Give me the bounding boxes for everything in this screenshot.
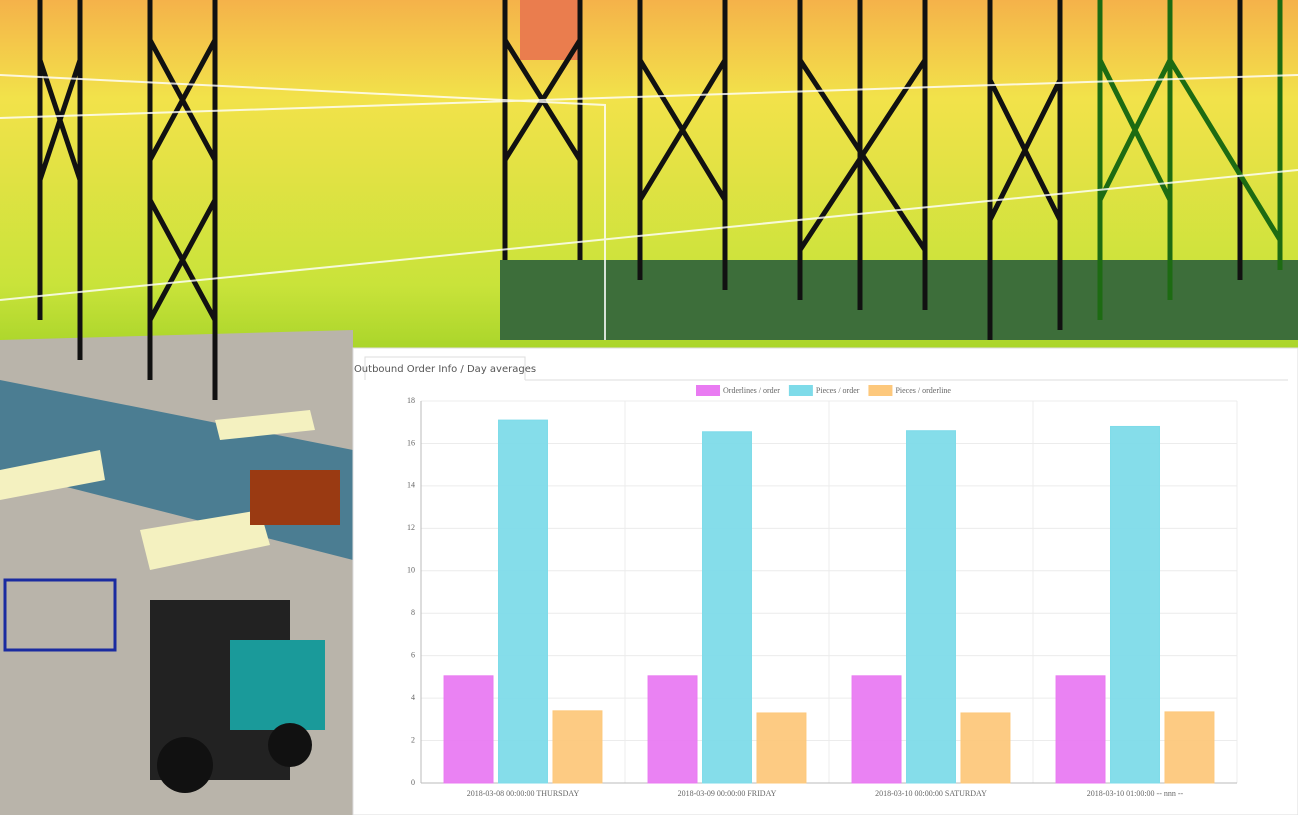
tab[interactable]	[364, 356, 526, 380]
bar	[960, 712, 1011, 784]
x-tick-label: 2018-03-10 01:00:00 -- nnn --	[1087, 789, 1184, 798]
y-tick-label: 12	[407, 523, 415, 532]
y-tick-label: 16	[407, 438, 415, 447]
bar	[851, 675, 902, 784]
legend-label: Orderlines / order	[723, 386, 780, 395]
y-tick-label: 18	[407, 396, 415, 405]
legend-label: Pieces / orderline	[895, 386, 951, 395]
legend-swatch	[868, 385, 893, 396]
bar	[1055, 675, 1106, 784]
bar	[756, 712, 807, 784]
bar	[1164, 711, 1215, 784]
bar	[647, 675, 698, 784]
tab-label[interactable]: Outbound Order Info / Day averages	[354, 364, 536, 375]
bar	[702, 431, 752, 784]
legend-swatch	[696, 385, 721, 396]
y-tick-label: 10	[407, 566, 415, 575]
chart: 0 2 4 6 8 10 12 14 16 18 2018-03-08 00:00:00 THURS…	[407, 385, 1238, 798]
bar	[906, 430, 956, 784]
legend-swatch	[788, 385, 813, 396]
bar	[1110, 425, 1160, 784]
bar	[552, 710, 603, 784]
bar	[498, 419, 548, 784]
y-tick-label: 0	[411, 778, 415, 787]
y-tick-label: 14	[407, 481, 415, 490]
x-tick-label: 2018-03-08 00:00:00 THURSDAY	[467, 789, 580, 798]
y-tick-label: 2	[411, 735, 415, 744]
x-tick-label: 2018-03-10 00:00:00 SATURDAY	[875, 789, 987, 798]
y-tick-label: 4	[411, 693, 415, 702]
y-tick-label: 6	[411, 650, 415, 659]
chart-panel: Outbound Order Info / Day averages 0 2 4 6 8…	[352, 347, 1298, 815]
bar	[443, 675, 494, 784]
x-tick-label: 2018-03-09 00:00:00 FRIDAY	[678, 789, 777, 798]
y-tick-label: 8	[411, 608, 415, 617]
legend-label: Pieces / order	[816, 386, 860, 395]
